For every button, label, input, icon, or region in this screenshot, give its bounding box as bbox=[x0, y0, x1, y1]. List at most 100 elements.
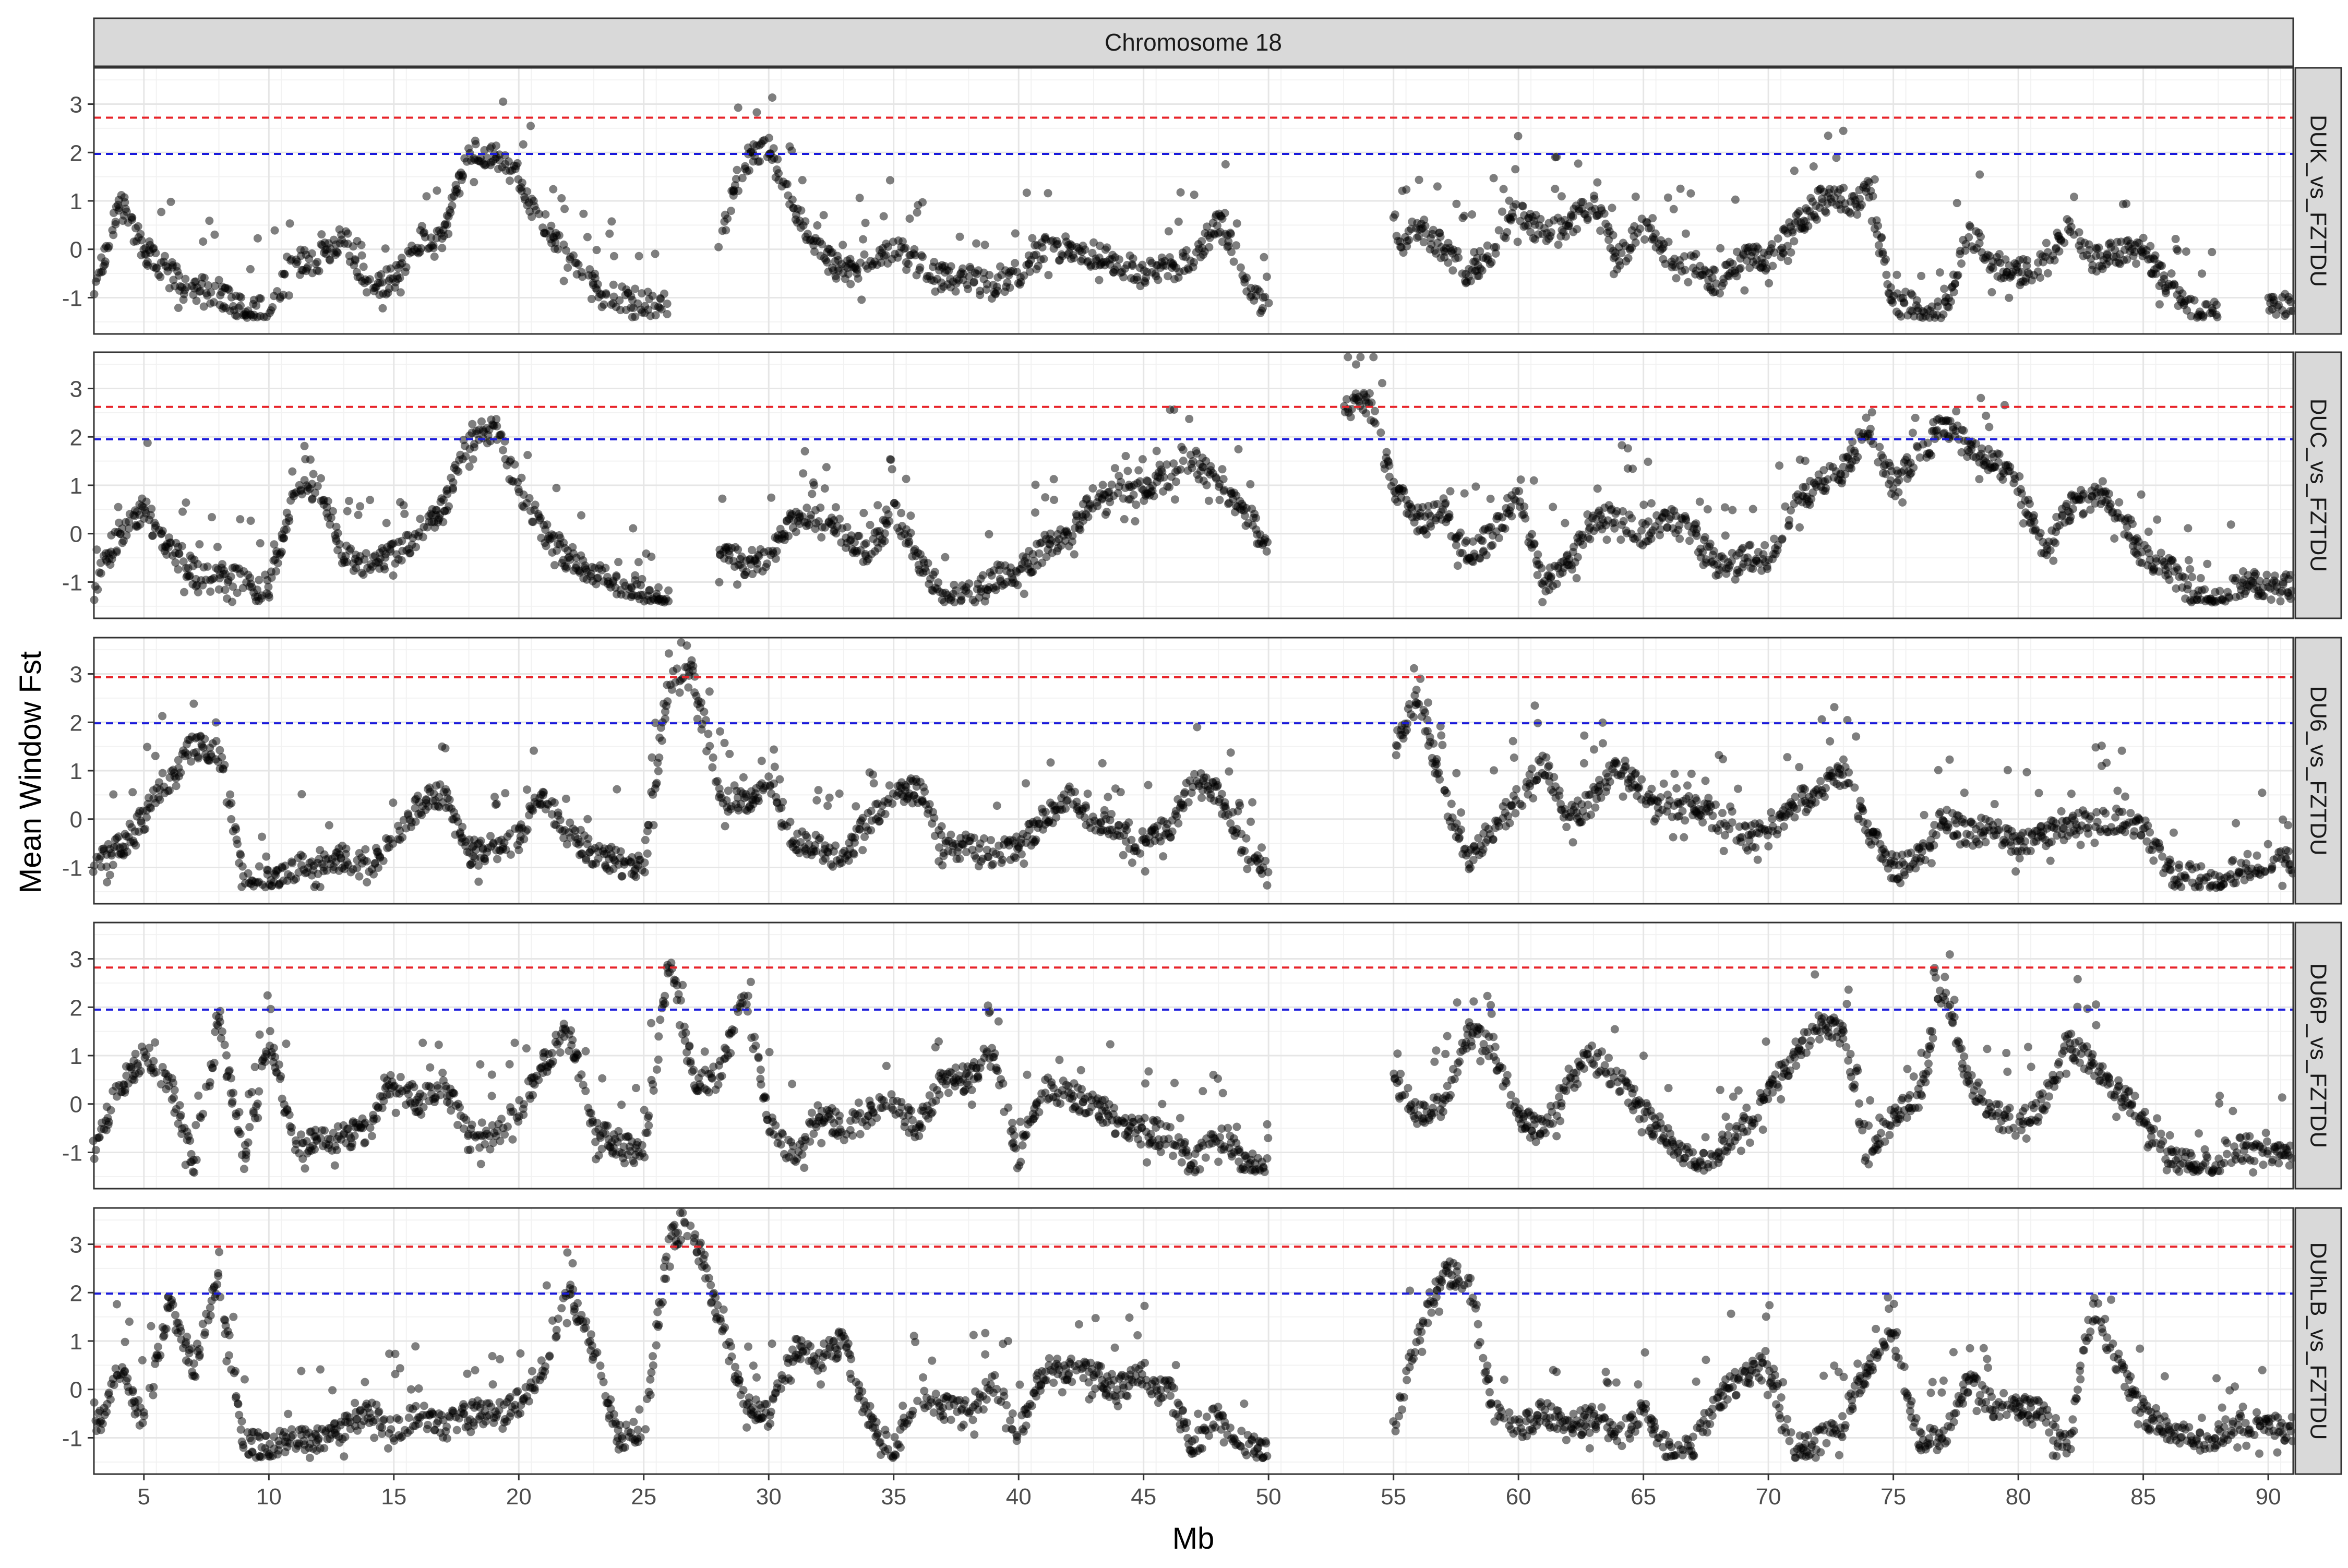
data-point bbox=[1011, 259, 1019, 267]
data-point bbox=[448, 201, 456, 210]
data-point bbox=[1461, 538, 1469, 547]
data-point bbox=[866, 521, 874, 529]
data-point bbox=[956, 233, 964, 241]
data-point bbox=[934, 578, 942, 586]
data-point bbox=[2213, 313, 2222, 321]
data-point bbox=[771, 763, 779, 771]
data-point bbox=[1957, 259, 1966, 268]
data-point bbox=[93, 585, 102, 594]
data-point bbox=[1909, 463, 1918, 472]
data-point bbox=[716, 727, 724, 736]
data-point bbox=[151, 249, 160, 257]
data-point bbox=[194, 588, 202, 596]
data-point bbox=[1994, 458, 2003, 466]
data-point bbox=[178, 542, 186, 550]
data-point bbox=[236, 851, 245, 859]
data-point bbox=[1706, 540, 1715, 548]
data-point bbox=[1260, 253, 1268, 261]
data-point bbox=[801, 447, 809, 456]
data-point bbox=[722, 226, 730, 234]
data-point bbox=[329, 507, 337, 516]
data-point bbox=[297, 790, 306, 798]
data-point bbox=[1784, 257, 1792, 265]
data-point bbox=[412, 543, 420, 551]
data-point bbox=[697, 698, 705, 707]
data-point bbox=[1454, 561, 1462, 570]
data-point bbox=[768, 93, 776, 102]
data-point bbox=[1684, 278, 1692, 286]
data-point bbox=[2188, 573, 2196, 581]
data-point bbox=[121, 198, 129, 207]
data-point bbox=[2094, 244, 2103, 252]
data-point bbox=[906, 214, 914, 223]
data-point bbox=[1895, 476, 1903, 484]
data-point bbox=[1185, 415, 1193, 423]
data-point bbox=[1184, 798, 1193, 807]
data-point bbox=[1154, 276, 1163, 284]
data-point bbox=[1252, 514, 1260, 522]
data-point bbox=[1393, 742, 1401, 750]
data-point bbox=[1129, 261, 1137, 270]
data-point bbox=[913, 208, 921, 217]
data-point bbox=[1190, 190, 1199, 199]
data-point bbox=[179, 295, 188, 304]
data-point bbox=[833, 252, 842, 260]
data-point bbox=[1763, 565, 1771, 573]
data-point bbox=[1674, 526, 1683, 534]
data-point bbox=[1866, 425, 1875, 433]
data-point bbox=[1511, 165, 1519, 173]
data-point bbox=[1686, 189, 1695, 198]
data-point bbox=[1939, 310, 1948, 319]
data-point bbox=[1171, 495, 1179, 504]
data-point bbox=[643, 849, 652, 858]
data-point bbox=[1868, 408, 1876, 416]
data-point bbox=[705, 742, 714, 750]
data-point bbox=[810, 481, 818, 489]
data-point bbox=[1940, 285, 1948, 293]
data-point bbox=[1365, 389, 1374, 398]
data-point bbox=[2132, 259, 2140, 268]
panels-layer: -10123DUK_vs_FZTDU-10123DUC_vs_FZTDU-101… bbox=[62, 68, 2341, 1474]
data-point bbox=[1023, 188, 1031, 197]
data-point bbox=[1103, 508, 1111, 516]
data-point bbox=[2066, 513, 2075, 521]
data-point bbox=[1624, 444, 1632, 452]
data-point bbox=[1233, 219, 1241, 228]
data-point bbox=[1031, 837, 1039, 846]
data-point bbox=[885, 517, 893, 525]
data-point bbox=[286, 219, 294, 228]
data-point bbox=[1670, 205, 1678, 213]
data-point bbox=[1953, 199, 1961, 207]
data-point bbox=[1628, 464, 1637, 473]
data-point bbox=[1061, 805, 1070, 813]
data-point bbox=[1551, 185, 1559, 193]
data-point bbox=[1115, 255, 1123, 264]
data-point bbox=[764, 772, 773, 781]
data-point bbox=[2069, 505, 2077, 513]
data-point bbox=[306, 456, 315, 464]
data-point bbox=[1584, 214, 1592, 222]
data-point bbox=[1421, 709, 1429, 717]
data-point bbox=[1457, 825, 1465, 834]
data-point bbox=[518, 474, 526, 482]
data-point bbox=[1716, 289, 1724, 297]
data-point bbox=[1433, 182, 1442, 190]
data-point bbox=[1047, 758, 1055, 767]
data-point bbox=[602, 291, 610, 299]
data-point bbox=[218, 753, 226, 761]
data-point bbox=[2105, 489, 2113, 498]
data-point bbox=[181, 275, 189, 283]
data-point bbox=[1165, 227, 1173, 235]
data-point bbox=[952, 288, 960, 296]
data-point bbox=[238, 863, 247, 871]
data-point bbox=[682, 641, 691, 650]
data-point bbox=[2153, 516, 2161, 524]
data-point bbox=[193, 297, 201, 305]
data-point bbox=[1644, 458, 1652, 466]
data-point bbox=[430, 253, 439, 261]
data-point bbox=[2198, 269, 2206, 278]
data-point bbox=[1950, 288, 1958, 296]
data-point bbox=[212, 737, 221, 745]
data-point bbox=[2005, 294, 2013, 302]
data-point bbox=[905, 537, 913, 546]
